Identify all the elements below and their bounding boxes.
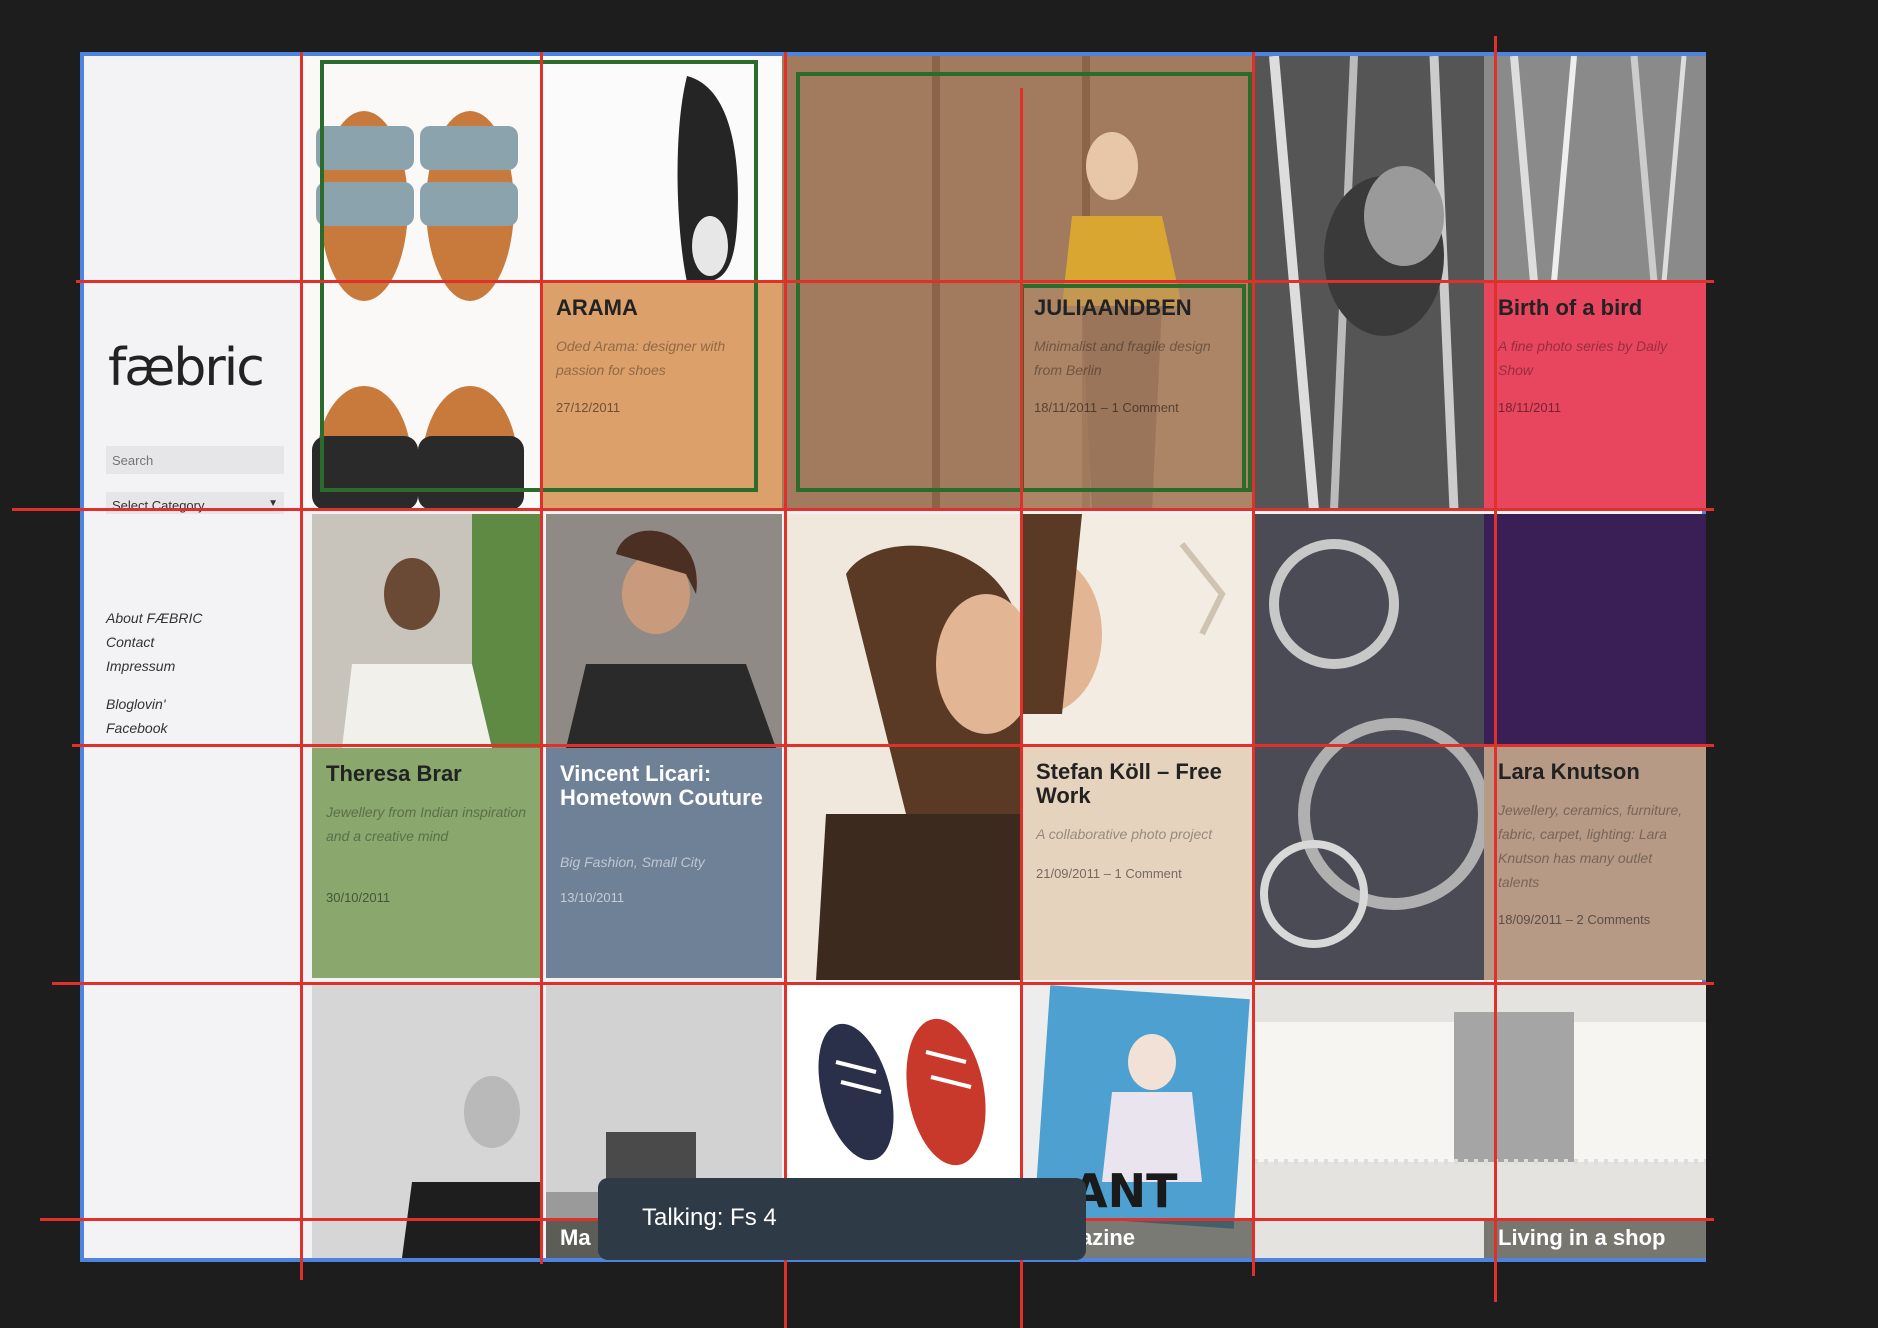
vincent-licari-post-card[interactable]: Vincent Licari: Hometown Couture Big Fas… [546,748,782,978]
post-meta: 18/09/2011 – 2 Comments [1498,912,1651,927]
theresa-brar-post-card[interactable]: Theresa Brar Jewellery from Indian inspi… [312,748,542,978]
jewellery-illustration [1260,539,1484,948]
vincent-licari-image[interactable] [546,514,782,748]
sidebar-link-bloglovin[interactable]: Bloglovin' [106,696,166,712]
sandals-illustration [312,111,524,510]
post-title[interactable]: Lara Knutson [1498,759,1640,784]
lara-knutson-image[interactable] [1254,514,1484,980]
post-description: Minimalist and fragile design from Berli… [1034,338,1211,378]
arama-shoe-image[interactable] [542,56,782,282]
post-meta: 21/09/2011 – 1 Comment [1036,866,1182,881]
sneakers-illustration [818,1018,986,1166]
site-logo[interactable]: fæbric [108,338,265,398]
sidebar-link-facebook[interactable]: Facebook [106,720,168,736]
post-date: 30/10/2011 [326,890,391,905]
tooltip-text: Talking: Fs 4 [642,1204,777,1231]
post-description: Jewellery from Indian inspiration and a … [326,804,526,844]
post-description: Big Fashion, Small City [560,854,705,870]
grid-line-v6 [1494,36,1497,1302]
post-title[interactable]: Stefan Köll – Free Work [1036,759,1222,808]
magazine-cover-illustration: ANT [1034,985,1250,1229]
grid-line-v3 [784,52,787,1328]
grid-line-v2 [540,52,543,1264]
stefan-koll-image-right[interactable] [1022,514,1254,746]
post-title[interactable]: JULIAANDBEN [1034,295,1192,320]
post-description: A fine photo series by Daily Show [1498,338,1668,378]
birth-of-a-bird-image[interactable] [1254,56,1484,510]
sidebar-link-contact[interactable]: Contact [106,634,155,650]
grid-line-v4 [1020,88,1023,1328]
post-meta: 18/11/2011 – 1 Comment [1034,400,1179,415]
chevron-down-icon: ▼ [268,498,278,509]
bw-model-image[interactable] [312,982,542,1258]
annotation-box-arama [320,60,758,492]
post-title[interactable]: Theresa Brar [326,761,462,786]
grid-line-h2 [12,508,1714,511]
living-in-a-shop-image[interactable]: Living in a shop [1254,982,1706,1258]
sidebar: fæbric Select Category ▼ About FÆBRIC Co… [84,56,302,1258]
sidebar-link-about[interactable]: About FÆBRIC [106,610,203,626]
birth-of-a-bird-post-card[interactable]: Birth of a bird A fine photo series by D… [1484,282,1706,510]
grid-line-h1 [76,280,1714,283]
sidebar-link-impressum[interactable]: Impressum [106,658,176,674]
model-illustration [402,1076,542,1258]
portrait-illustration [566,530,776,748]
post-date: 27/12/2011 [556,400,621,415]
sidebar-nav: About FÆBRIC Contact Impressum [106,606,202,678]
post-title[interactable]: ARAMA [556,295,638,320]
annotation-box-juliaandben-card [1020,284,1246,492]
bw-portrait-illustration [1254,56,1484,510]
post-date: 13/10/2011 [560,890,625,905]
oxford-shoe-illustration [677,76,738,282]
post-description: A collaborative photo project [1036,826,1213,842]
textiles-illustration [1254,1012,1706,1165]
grid-line-h4 [52,982,1714,985]
post-title[interactable]: Birth of a bird [1498,295,1643,320]
lara-knutson-post-card[interactable]: Lara Knutson Jewellery, ceramics, furnit… [1484,746,1706,980]
grid-line-h3 [72,744,1714,747]
stefan-koll-post-card[interactable]: Stefan Köll – Free Work A collaborative … [1022,746,1254,980]
stefan-koll-image[interactable] [786,514,1022,980]
grid-line-v1 [300,52,303,1280]
talking-tooltip: Talking: Fs 4 [598,1178,1086,1260]
theresa-brar-image[interactable] [312,514,542,748]
arama-post-card[interactable]: ARAMA Oded Arama: designer with passion … [542,282,782,510]
lara-knutson-image-top[interactable] [1484,514,1706,746]
portrait-illustration [816,545,1022,980]
grass-illustration [1510,56,1687,282]
search-input[interactable] [106,446,284,474]
post-description: Jewellery, ceramics, furniture, fabric, … [1498,802,1683,890]
post-label[interactable]: Living in a shop [1484,1218,1706,1258]
post-description: Oded Arama: designer with passion for sh… [556,338,726,378]
post-date: 18/11/2011 [1498,400,1562,415]
post-title[interactable]: Vincent Licari: Hometown Couture [560,761,763,810]
svg-text:ANT: ANT [1072,1164,1178,1218]
portrait-illustration [342,514,542,748]
sandals-image[interactable] [302,56,542,510]
birth-grass-image[interactable] [1484,56,1706,282]
juliaandben-post-card[interactable]: JULIAANDBEN Minimalist and fragile desig… [1020,282,1254,510]
sidebar-social: Bloglovin' Facebook [106,692,167,740]
grid-line-v5 [1252,52,1255,1276]
portrait-illustration [1022,514,1226,714]
